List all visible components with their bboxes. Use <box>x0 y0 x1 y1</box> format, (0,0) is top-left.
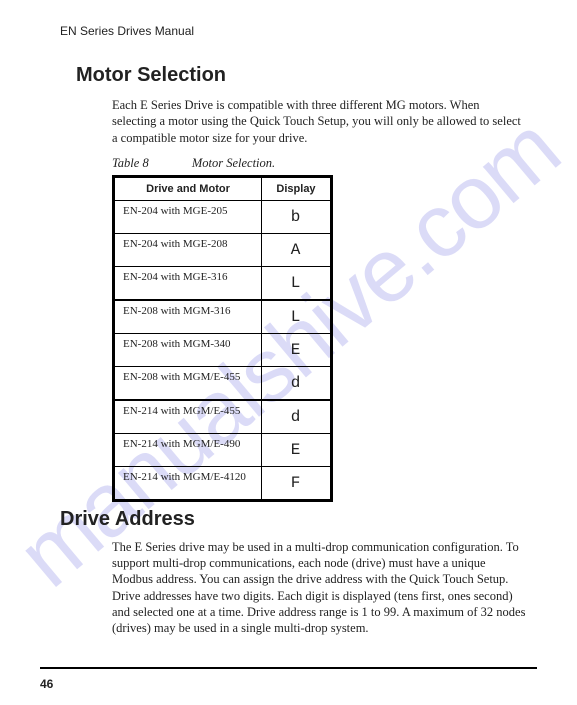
table-caption: Table 8 Motor Selection. <box>112 156 537 171</box>
cell-display: d <box>262 400 332 434</box>
cell-display: b <box>262 200 332 233</box>
cell-display: F <box>262 466 332 500</box>
table-header-drive-motor: Drive and Motor <box>114 176 262 200</box>
cell-drive-motor: EN-204 with MGE-205 <box>114 200 262 233</box>
table-row: EN-214 with MGM/E-455d <box>114 400 332 434</box>
document-page: manualshive.com EN Series Drives Manual … <box>0 0 577 705</box>
table-row: EN-208 with MGM-340E <box>114 333 332 366</box>
table-row: EN-208 with MGM/E-455d <box>114 366 332 400</box>
table-row: EN-214 with MGM/E-490E <box>114 433 332 466</box>
section-heading-motor-selection: Motor Selection <box>76 64 537 87</box>
section-heading-drive-address: Drive Address <box>60 508 537 531</box>
table-row: EN-204 with MGE-205b <box>114 200 332 233</box>
table-title: Motor Selection. <box>192 156 275 170</box>
motor-selection-paragraph: Each E Series Drive is compatible with t… <box>112 97 527 146</box>
cell-drive-motor: EN-214 with MGM/E-490 <box>114 433 262 466</box>
table-row: EN-214 with MGM/E-4120F <box>114 466 332 500</box>
cell-drive-motor: EN-204 with MGE-208 <box>114 233 262 266</box>
cell-drive-motor: EN-208 with MGM-316 <box>114 300 262 334</box>
table-header-display: Display <box>262 176 332 200</box>
cell-display: L <box>262 300 332 334</box>
cell-display: E <box>262 333 332 366</box>
page-number: 46 <box>40 677 53 691</box>
table-label: Table 8 <box>112 156 149 170</box>
cell-drive-motor: EN-214 with MGM/E-4120 <box>114 466 262 500</box>
page-header: EN Series Drives Manual <box>60 24 537 38</box>
cell-drive-motor: EN-204 with MGE-316 <box>114 266 262 300</box>
cell-drive-motor: EN-208 with MGM-340 <box>114 333 262 366</box>
table-row: EN-204 with MGE-316L <box>114 266 332 300</box>
motor-selection-table: Drive and Motor Display EN-204 with MGE-… <box>112 175 333 502</box>
table-row: EN-208 with MGM-316L <box>114 300 332 334</box>
cell-drive-motor: EN-208 with MGM/E-455 <box>114 366 262 400</box>
cell-display: L <box>262 266 332 300</box>
footer-rule <box>40 667 537 669</box>
table-body: EN-204 with MGE-205bEN-204 with MGE-208A… <box>114 200 332 500</box>
drive-address-paragraph: The E Series drive may be used in a mult… <box>112 539 527 637</box>
cell-display: E <box>262 433 332 466</box>
cell-display: d <box>262 366 332 400</box>
cell-drive-motor: EN-214 with MGM/E-455 <box>114 400 262 434</box>
cell-display: A <box>262 233 332 266</box>
table-row: EN-204 with MGE-208A <box>114 233 332 266</box>
table-header-row: Drive and Motor Display <box>114 176 332 200</box>
